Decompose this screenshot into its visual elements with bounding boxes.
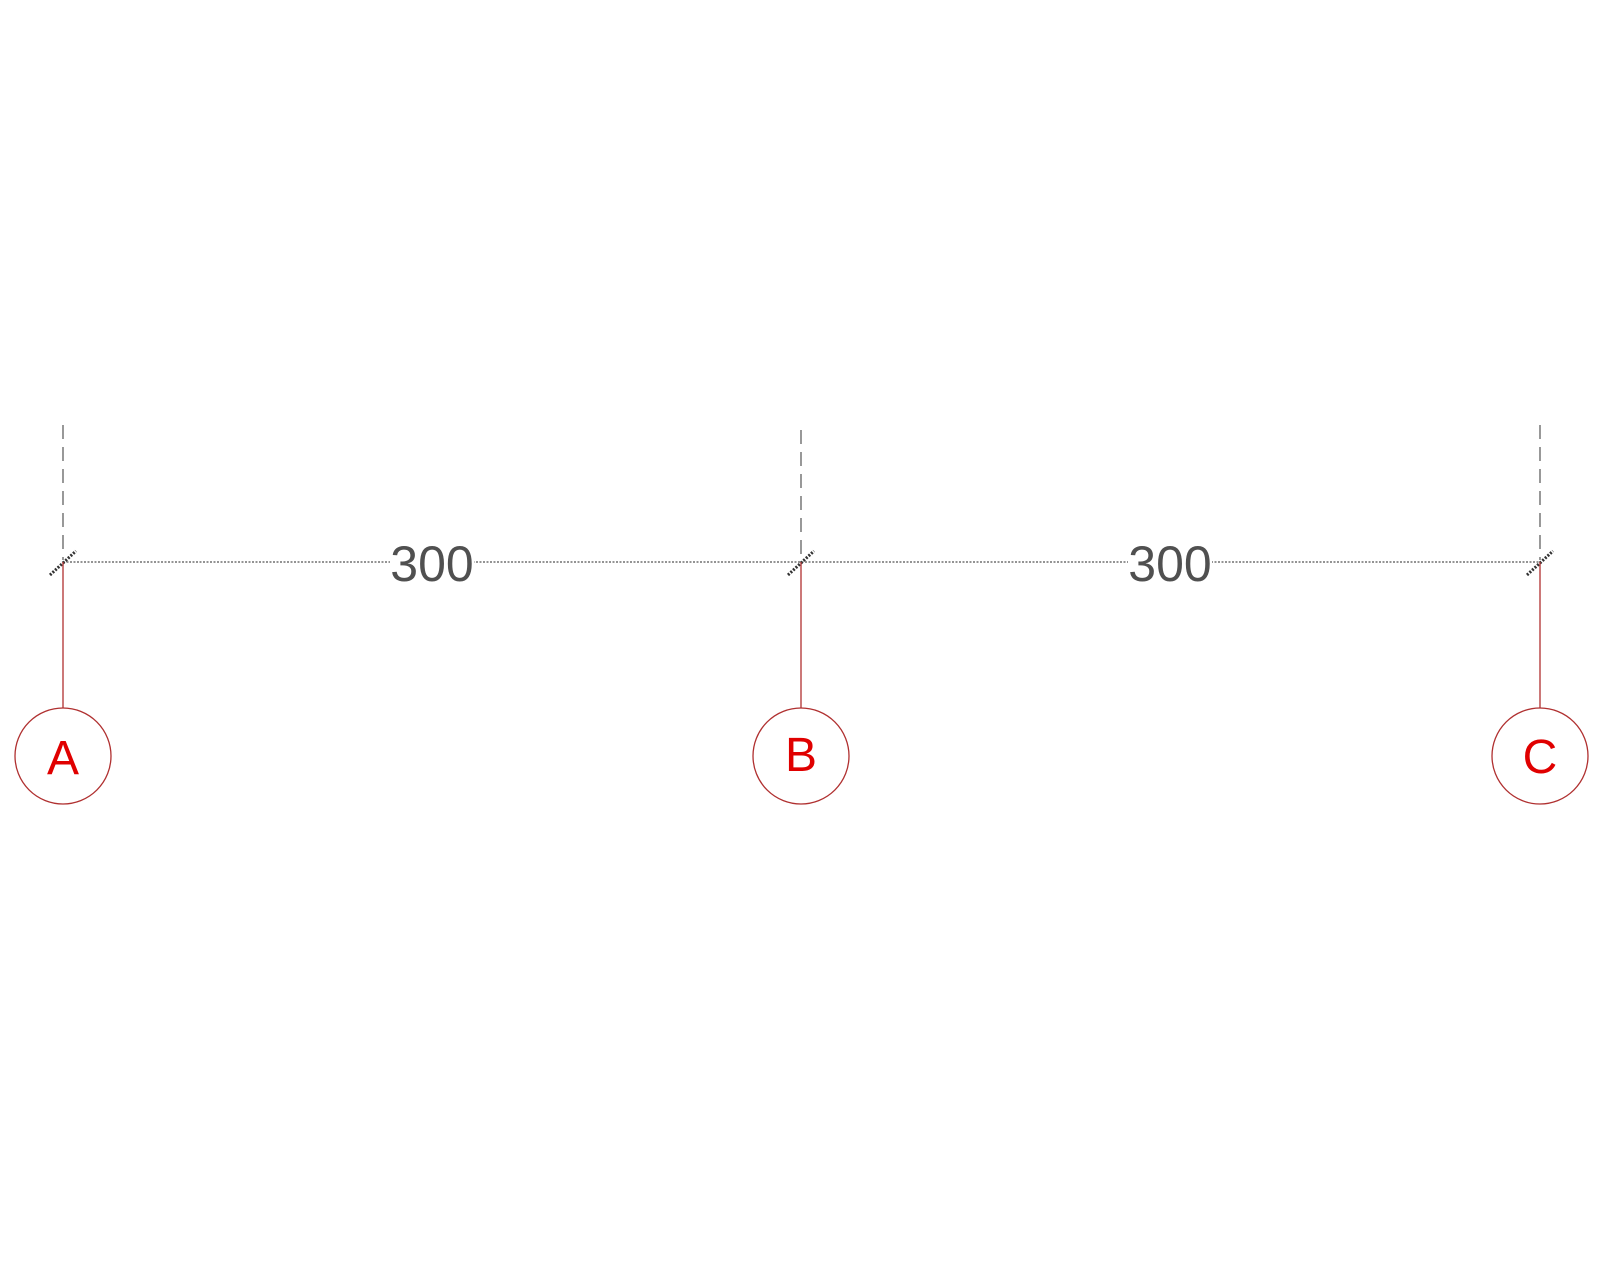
grid-bubble-a[interactable] (14, 707, 112, 805)
grid-bubble-b[interactable] (752, 707, 850, 805)
grid-label-b: B (785, 729, 817, 782)
grid-bubble-c[interactable] (1491, 707, 1589, 805)
grid-label-c: C (1523, 731, 1558, 784)
dimension-text-mask-1 (390, 540, 474, 584)
dimension-text-mask-2 (1128, 540, 1212, 584)
grid-label-a: A (47, 732, 79, 785)
dimension-value-ab: 300 (390, 536, 473, 592)
dimension-value-bc: 300 (1128, 536, 1211, 592)
